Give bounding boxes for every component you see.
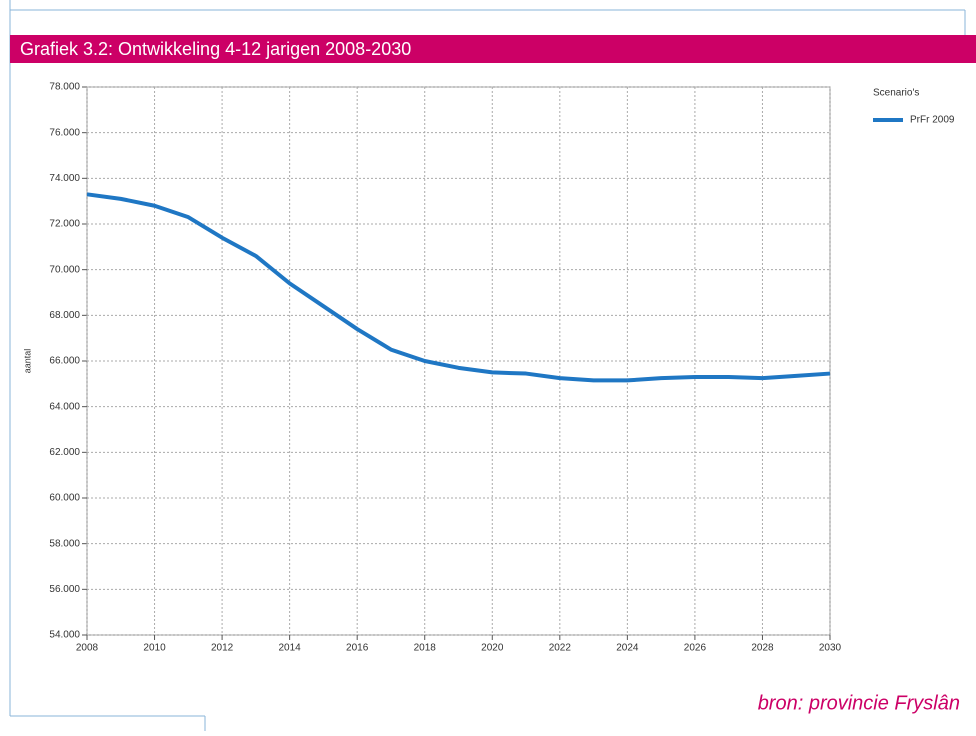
x-tick-label: 2020 [481, 643, 504, 654]
x-tick-label: 2028 [751, 643, 774, 654]
series-line [86, 192, 831, 383]
y-tick-label: 72.000 [49, 219, 80, 230]
y-tick-label: 58.000 [49, 538, 80, 549]
y-tick-label: 68.000 [49, 310, 80, 321]
y-tick-label: 56.000 [49, 584, 80, 595]
y-tick-label: 76.000 [49, 127, 80, 138]
chart-title: Grafiek 3.2: Ontwikkeling 4-12 jarigen 2… [20, 39, 411, 59]
y-tick-label: 66.000 [49, 356, 80, 367]
x-tick-label: 2030 [819, 643, 842, 654]
legend-label: PrFr 2009 [910, 115, 955, 126]
y-tick-label: 60.000 [49, 493, 80, 504]
x-tick-label: 2026 [684, 643, 707, 654]
y-tick-label: 70.000 [49, 264, 80, 275]
x-tick-label: 2008 [76, 643, 99, 654]
y-tick-label: 74.000 [49, 173, 80, 184]
header-bar [10, 35, 976, 63]
y-tick-label: 54.000 [49, 630, 80, 641]
x-tick-label: 2016 [346, 643, 369, 654]
x-tick-label: 2024 [616, 643, 639, 654]
source: bron: provincie Fryslân [758, 692, 960, 714]
plot-area [86, 86, 831, 636]
x-tick-label: 2014 [279, 643, 302, 654]
x-tick-label: 2012 [211, 643, 234, 654]
y-tick-label: 62.000 [49, 447, 80, 458]
x-tick-label: 2018 [414, 643, 437, 654]
y-axis-label: aantal [22, 349, 32, 374]
legend-title: Scenario's [873, 88, 919, 99]
x-tick-label: 2022 [549, 643, 572, 654]
y-tick-label: 64.000 [49, 401, 80, 412]
y-tick-label: 78.000 [49, 82, 80, 93]
x-tick-label: 2010 [143, 643, 166, 654]
